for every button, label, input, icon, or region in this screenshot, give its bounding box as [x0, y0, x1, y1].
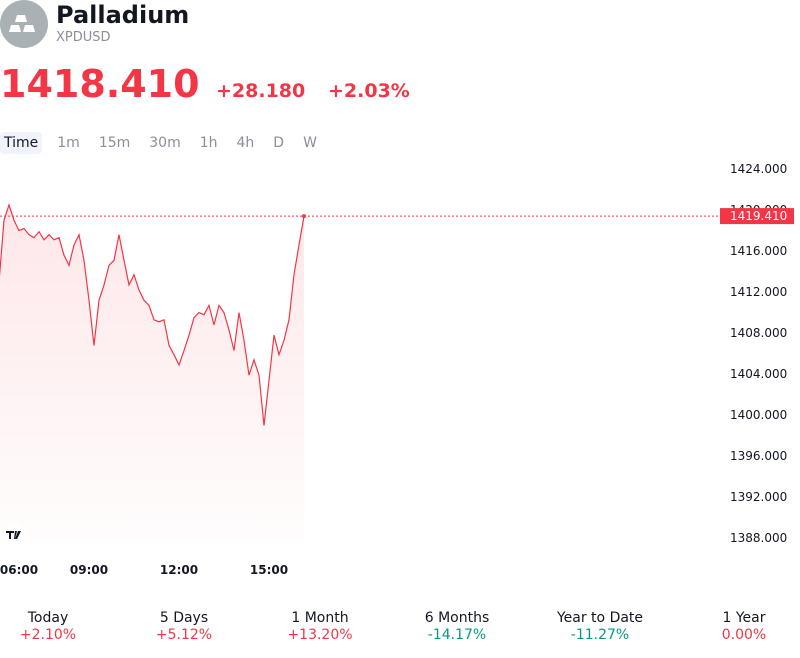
- change: +28.180: [216, 80, 306, 102]
- period-value: +2.10%: [19, 627, 77, 643]
- period-label: 6 Months: [424, 610, 490, 626]
- timeframe-tab[interactable]: 30m: [149, 135, 181, 151]
- x-tick-label: 15:00: [250, 563, 288, 577]
- price-line: [0, 202, 305, 426]
- timeframe-tab[interactable]: 1h: [199, 135, 218, 151]
- x-tick-label: 09:00: [70, 563, 108, 577]
- timeframe-tab[interactable]: W: [303, 135, 317, 151]
- period-value: -11.27%: [570, 627, 630, 643]
- period-value: +13.20%: [287, 627, 353, 643]
- symbol-icon: [0, 0, 48, 48]
- last-price-badge: [720, 208, 794, 225]
- period-label: Year to Date: [556, 610, 644, 626]
- last-price-label: 1419.410: [730, 209, 787, 223]
- period-value: -14.17%: [427, 627, 487, 643]
- performance-item[interactable]: 6 Months -14.17%: [392, 610, 522, 643]
- y-tick-label: 1408.000: [730, 326, 787, 340]
- change-percent: +2.03%: [328, 80, 410, 102]
- y-tick-label: 1388.000: [730, 531, 787, 545]
- performance: Today +2.10% 5 Days +5.12% 1 Month +13.20% 6 M…: [0, 610, 800, 650]
- y-tick-label: 1392.000: [730, 490, 787, 504]
- chart: 1388.000 1392.000 1396.000 1400.000 1404.000…: [0, 162, 794, 577]
- performance-item[interactable]: 5 Days +5.12%: [119, 610, 249, 643]
- period-label: 1 Month: [291, 610, 349, 626]
- timeframe-tab[interactable]: D: [273, 135, 285, 151]
- y-tick-label: 1400.000: [730, 408, 787, 422]
- performance-item[interactable]: Today +2.10%: [0, 610, 113, 643]
- performance-item[interactable]: Year to Date -11.27%: [535, 610, 665, 643]
- period-value: +5.12%: [155, 627, 213, 643]
- performance-item[interactable]: 1 Month +13.20%: [255, 610, 385, 643]
- period-label: 5 Days: [159, 610, 209, 626]
- y-tick-label: 1396.000: [730, 449, 787, 463]
- y-tick-label: 1416.000: [730, 244, 787, 258]
- last-point: [302, 214, 306, 219]
- timeframe-tabs: Time 1m 15m 30m 1h 4h D W: [0, 132, 332, 154]
- price: 1418.410: [0, 62, 200, 106]
- symbol: XPDUSD: [56, 30, 111, 45]
- timeframe-tab[interactable]: Time: [0, 132, 43, 154]
- y-tick-label: 1404.000: [730, 367, 787, 381]
- area: [0, 204, 304, 545]
- x-tick-label: 06:00: [0, 563, 38, 577]
- x-tick-label: 12:00: [160, 563, 198, 577]
- period-label: Today: [27, 610, 69, 626]
- title: Palladium: [56, 1, 190, 29]
- period-label: 1 Year: [722, 610, 766, 626]
- y-tick-label: 1424.000: [730, 162, 787, 176]
- timeframe-tab[interactable]: 4h: [236, 135, 255, 151]
- timeframe-tab[interactable]: 15m: [98, 135, 131, 151]
- timeframe-tab[interactable]: 1m: [57, 135, 80, 151]
- tv-logo: [2, 524, 26, 548]
- y-tick-label: 1412.000: [730, 285, 787, 299]
- performance-item[interactable]: 1 Year 0.00%: [679, 610, 800, 643]
- period-value: 0.00%: [721, 627, 767, 643]
